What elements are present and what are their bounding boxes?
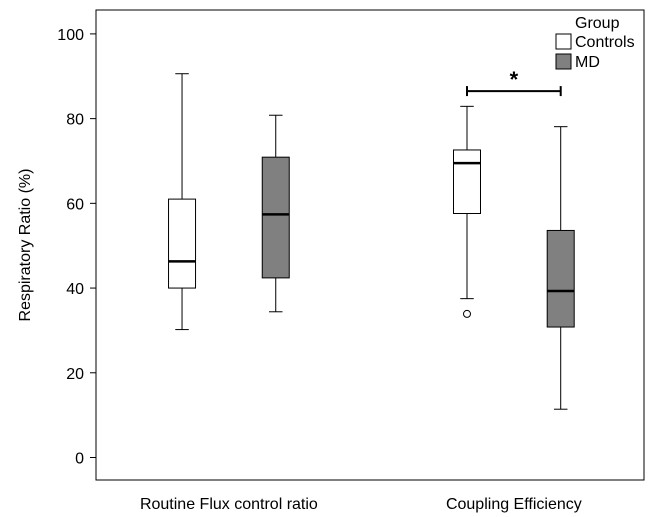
box-controls-1 bbox=[452, 105, 481, 318]
iqr-box bbox=[546, 229, 575, 328]
y-axis-ticks: 0 20 40 60 80 100 bbox=[57, 27, 96, 468]
category-labels: Routine Flux control ratio Coupling Effic… bbox=[140, 496, 582, 513]
y-tick-label: 80 bbox=[66, 112, 84, 129]
significance-asterisk: * bbox=[510, 67, 519, 92]
legend: Group Controls MD bbox=[555, 15, 635, 71]
box-controls-0 bbox=[168, 73, 197, 331]
iqr-box bbox=[168, 198, 197, 289]
box-md-1 bbox=[546, 126, 575, 410]
legend-label: Controls bbox=[575, 34, 635, 51]
legend-swatch-md bbox=[555, 53, 572, 70]
category-label: Routine Flux control ratio bbox=[140, 496, 318, 513]
legend-swatch-controls bbox=[555, 33, 572, 50]
iqr-box bbox=[452, 149, 481, 215]
y-tick-label: 100 bbox=[57, 27, 84, 44]
y-tick-label: 40 bbox=[66, 281, 84, 298]
y-tick-label: 0 bbox=[75, 451, 84, 468]
significance-annotations: * bbox=[465, 67, 562, 97]
y-tick-label: 60 bbox=[66, 196, 84, 213]
iqr-box bbox=[261, 156, 290, 279]
y-tick-label: 20 bbox=[66, 366, 84, 383]
box-md-0 bbox=[261, 114, 290, 313]
boxes-layer bbox=[168, 73, 575, 410]
legend-label: MD bbox=[575, 54, 600, 71]
outlier-point bbox=[462, 309, 471, 318]
plot-frame bbox=[95, 9, 645, 481]
y-axis-title: Respiratory Ratio (%) bbox=[17, 169, 34, 322]
legend-title: Group bbox=[575, 15, 620, 32]
category-label: Coupling Efficiency bbox=[446, 496, 582, 513]
